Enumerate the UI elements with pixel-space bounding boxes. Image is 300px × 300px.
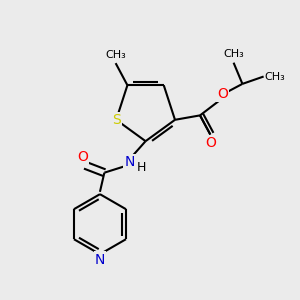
Text: CH₃: CH₃ bbox=[223, 50, 244, 59]
Text: N: N bbox=[124, 155, 135, 170]
Text: O: O bbox=[77, 150, 88, 164]
Text: S: S bbox=[112, 113, 121, 127]
Text: O: O bbox=[217, 87, 228, 101]
Text: H: H bbox=[137, 161, 146, 174]
Text: CH₃: CH₃ bbox=[105, 50, 126, 60]
Text: N: N bbox=[95, 253, 105, 266]
Text: O: O bbox=[205, 136, 216, 150]
Text: CH₃: CH₃ bbox=[264, 71, 285, 82]
